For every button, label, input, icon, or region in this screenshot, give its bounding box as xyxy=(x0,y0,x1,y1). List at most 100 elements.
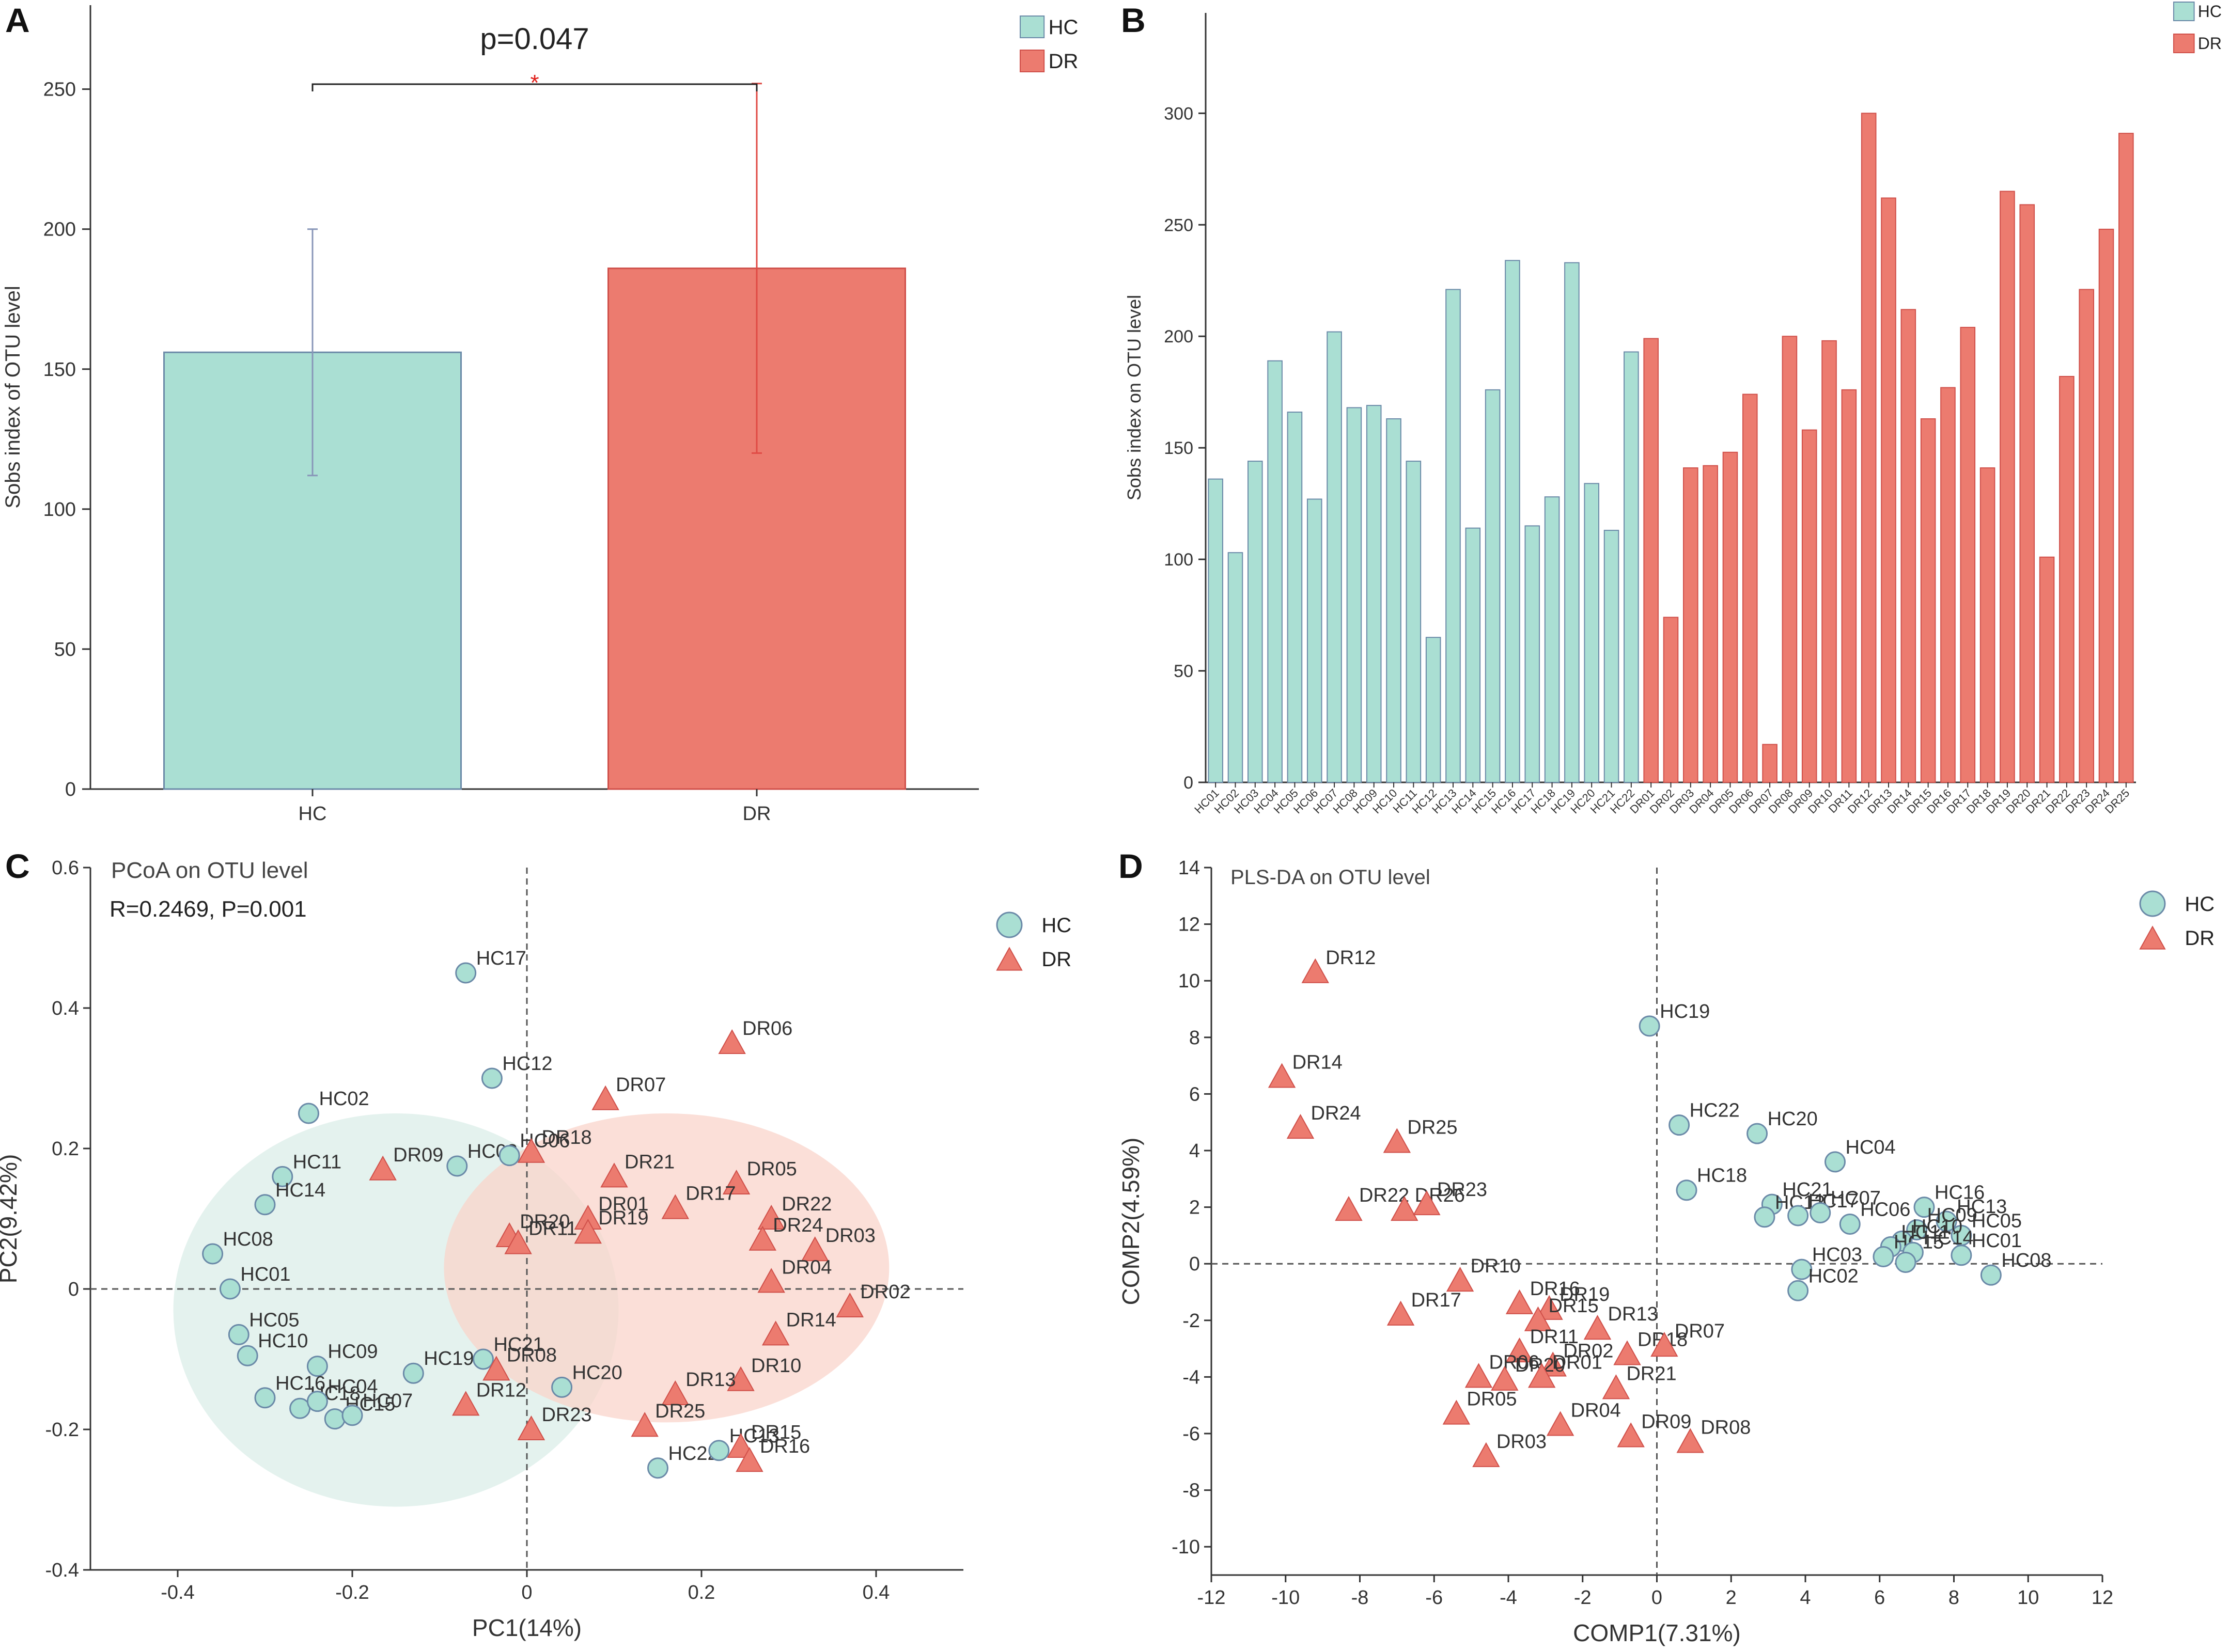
x-axis-title: PC1(14%) xyxy=(472,1614,582,1641)
x-tick-label: -0.4 xyxy=(161,1582,194,1603)
point-hc20 xyxy=(551,1376,573,1398)
y-tick-label: 50 xyxy=(54,639,76,660)
point-label: HC04 xyxy=(328,1376,378,1398)
legend-marker-hc xyxy=(2139,890,2166,917)
point-label: HC02 xyxy=(319,1088,369,1110)
y-tick-label: 2 xyxy=(1189,1197,1200,1219)
significance-bracket xyxy=(311,83,758,91)
bar-dr10 xyxy=(1821,340,1837,783)
point-label: DR18 xyxy=(541,1127,591,1148)
point-dr16 xyxy=(736,1447,763,1472)
point-label: HC13 xyxy=(1957,1196,2007,1218)
point-label: HC14 xyxy=(1923,1227,1973,1249)
point-dr17 xyxy=(1386,1300,1415,1326)
point-label: DR08 xyxy=(507,1344,557,1366)
point-label: DR23 xyxy=(1437,1179,1487,1201)
point-hc21 xyxy=(473,1348,494,1370)
point-label: HC02 xyxy=(1808,1265,1859,1287)
point-dr04 xyxy=(757,1268,785,1293)
point-hc07 xyxy=(1810,1202,1831,1224)
point-label: HC16 xyxy=(275,1373,325,1394)
point-hc19 xyxy=(1639,1015,1660,1037)
point-hc18 xyxy=(1676,1179,1697,1201)
legend-label-hc: HC xyxy=(1049,16,1079,39)
point-hc13 xyxy=(708,1440,730,1461)
panel-a-bar-chart: A 0 50 100 150 200 250 Sobs index of OTU level H… xyxy=(2,1,1078,825)
legend-label-hc: HC xyxy=(1041,914,1071,937)
bar-hc09 xyxy=(1366,405,1382,783)
x-tick-label: 6 xyxy=(1874,1587,1885,1609)
bar-dr17 xyxy=(1960,326,1976,783)
point-dr19 xyxy=(1535,1295,1563,1320)
point-hc15 xyxy=(1873,1246,1894,1267)
bar-dr11 xyxy=(1841,389,1857,783)
bar-dr18 xyxy=(1979,467,1995,783)
panel-label-d: D xyxy=(1118,847,1143,885)
bar-dr08 xyxy=(1782,336,1798,783)
bar-dr22 xyxy=(2059,375,2075,783)
y-tick-label: -0.4 xyxy=(45,1560,79,1581)
y-tick-label: 6 xyxy=(1189,1083,1200,1105)
point-dr26 xyxy=(1391,1196,1418,1221)
bar-dr14 xyxy=(1900,309,1916,783)
legend-label-dr: DR xyxy=(2185,927,2215,950)
x-tick-label: -6 xyxy=(1425,1587,1443,1609)
y-tick-label: 200 xyxy=(1164,327,1193,347)
bar-dr06 xyxy=(1742,394,1758,783)
point-label: DR01 xyxy=(1552,1351,1602,1373)
y-axis-title: PC2(9.42%) xyxy=(0,1154,22,1284)
point-dr23 xyxy=(1413,1190,1441,1216)
y-axis-title: Sobs index of OTU level xyxy=(2,286,24,508)
legend-label-hc: HC xyxy=(2198,2,2222,21)
y-tick-label: 250 xyxy=(1164,215,1193,235)
point-dr14 xyxy=(1268,1063,1296,1088)
bar-dr12 xyxy=(1861,113,1877,783)
point-label: DR09 xyxy=(1641,1411,1691,1433)
point-label: HC07 xyxy=(1831,1188,1881,1209)
point-label: DR21 xyxy=(625,1151,675,1173)
bar-dr15 xyxy=(1920,418,1936,783)
point-label: DR03 xyxy=(825,1225,876,1247)
point-label: DR25 xyxy=(1407,1117,1457,1139)
y-tick-label: 0.2 xyxy=(52,1138,79,1160)
bar-hc05 xyxy=(1287,412,1303,783)
point-hc12 xyxy=(481,1067,503,1089)
legend-label-dr: DR xyxy=(1049,50,1079,73)
bar-hc03 xyxy=(1247,461,1263,783)
point-label: DR10 xyxy=(751,1355,801,1377)
bar-hc22 xyxy=(1624,351,1639,783)
point-label: DR01 xyxy=(598,1193,648,1215)
x-tick-label: HC xyxy=(299,803,327,825)
x-tick-label: -10 xyxy=(1271,1587,1300,1609)
point-label: HC19 xyxy=(424,1348,474,1370)
bar-hc13 xyxy=(1445,289,1461,783)
bar-dr24 xyxy=(2098,228,2114,783)
point-dr25 xyxy=(631,1412,659,1437)
point-dr02 xyxy=(1539,1351,1567,1377)
point-hc06 xyxy=(498,1145,520,1167)
legend-swatch-dr xyxy=(2173,34,2195,53)
point-label: DR02 xyxy=(860,1281,910,1303)
panel-d-plsda-scatter: D -12 -10 -8 -6 -4 -2 0 2 4 6 8 10 12 -10 -8 -6 -4 -2 0 2 4 6 8… xyxy=(1117,847,2215,1646)
point-label: DR21 xyxy=(1626,1363,1676,1384)
point-label: HC12 xyxy=(502,1053,552,1075)
y-tick-label: 8 xyxy=(1189,1027,1200,1049)
bar-dr19 xyxy=(2000,191,2015,783)
point-dr04 xyxy=(1546,1411,1574,1436)
point-dr07 xyxy=(1650,1332,1678,1357)
x-tick-label: 12 xyxy=(2092,1587,2113,1609)
point-dr25 xyxy=(1383,1128,1411,1153)
point-label: HC11 xyxy=(1901,1221,1950,1243)
significance-star: * xyxy=(530,70,539,96)
x-tick-label: -8 xyxy=(1351,1587,1369,1609)
point-label: HC10 xyxy=(1912,1216,1962,1237)
point-dr18 xyxy=(517,1138,545,1163)
point-label: DR13 xyxy=(685,1369,736,1391)
legend-swatch-hc xyxy=(2173,2,2195,21)
bar-dr16 xyxy=(1940,387,1956,783)
x-tick-label: 4 xyxy=(1800,1587,1811,1609)
y-tick-label: 300 xyxy=(1164,104,1193,123)
point-label: HC11 xyxy=(293,1151,341,1173)
point-label: DR06 xyxy=(742,1018,792,1040)
y-tick-label: 14 xyxy=(1178,857,1200,879)
